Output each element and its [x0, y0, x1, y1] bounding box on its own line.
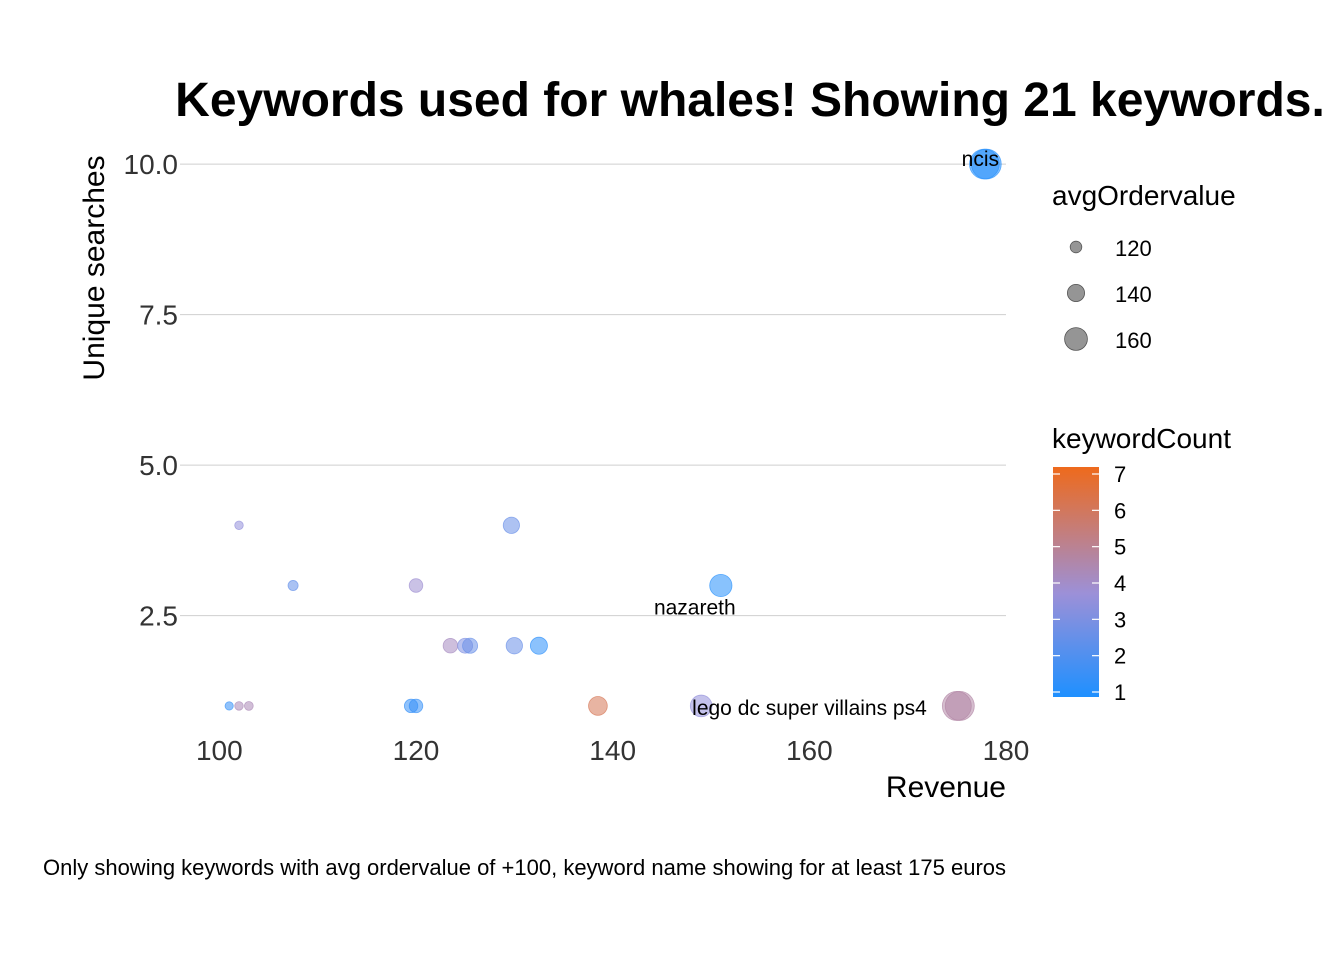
y-tick-label: 10.0 [124, 149, 179, 180]
scatter-point [588, 696, 608, 716]
point-label: nazareth [654, 597, 736, 620]
scatter-point [689, 694, 713, 718]
colorbar-label: 5 [1114, 535, 1126, 560]
scatter-point [408, 698, 424, 714]
size-legend-key [1067, 283, 1086, 302]
colorbar-label: 3 [1114, 607, 1126, 632]
scatter-point [502, 516, 520, 534]
color-legend-title: keywordCount [1052, 423, 1231, 454]
size-legend-title: avgOrdervalue [1052, 180, 1236, 211]
colorbar-label: 1 [1114, 680, 1126, 705]
scatter-point [234, 701, 244, 711]
colorbar-label: 2 [1114, 644, 1126, 669]
scatter-point [442, 638, 459, 654]
colorbar-label: 6 [1114, 498, 1126, 523]
chart-title: Keywords used for whales! Showing 21 key… [175, 74, 1325, 127]
point-label: lego dc super villains ps4 [692, 697, 927, 720]
size-legend-entries: 120 140 160 [1064, 236, 1152, 353]
scatter-point [969, 148, 1000, 180]
size-legend: avgOrdervalue 120 140 160 [1052, 180, 1236, 353]
x-tick-label: 140 [589, 735, 636, 766]
size-legend-key [1064, 327, 1088, 351]
point-label: ncis [962, 148, 999, 171]
x-axis-ticks: 100 120 140 160 180 [196, 735, 1029, 766]
scatter-point [462, 637, 479, 654]
size-legend-label: 140 [1115, 282, 1152, 307]
scatter-point [505, 637, 523, 655]
x-tick-label: 180 [983, 735, 1030, 766]
colorbar-label: 4 [1114, 571, 1126, 596]
scatter-point [944, 690, 975, 721]
y-axis-ticks: 2.5 5.0 7.5 10.0 [124, 149, 179, 632]
scatter-point [234, 520, 244, 530]
x-tick-label: 160 [786, 735, 833, 766]
point-labels: lego dc super villains ps4 nazareth ncis [654, 148, 999, 720]
y-tick-label: 7.5 [139, 300, 178, 331]
x-axis-title: Revenue [886, 771, 1006, 804]
color-legend: keywordCount 1 2 3 4 5 6 7 [1052, 423, 1231, 705]
x-tick-label: 120 [393, 735, 440, 766]
scatter-point [709, 573, 733, 598]
size-legend-label: 120 [1115, 236, 1152, 261]
colorbar-ticks: 1 2 3 4 5 6 7 [1053, 462, 1126, 705]
scatter-point [224, 701, 234, 711]
scatter-point [408, 578, 424, 593]
gridlines [180, 163, 1006, 617]
colorbar-label: 7 [1114, 462, 1126, 487]
y-tick-label: 5.0 [139, 450, 178, 481]
scatter-point [287, 580, 299, 591]
y-tick-label: 2.5 [139, 601, 178, 632]
chart-caption: Only showing keywords with avg ordervalu… [43, 855, 1006, 880]
size-legend-label: 160 [1115, 328, 1152, 353]
colorbar [1053, 467, 1099, 697]
x-tick-label: 100 [196, 735, 243, 766]
scatter-point [244, 701, 254, 711]
scatter-point [529, 636, 548, 655]
y-axis-title: Unique searches [78, 155, 111, 380]
data-points [224, 148, 1002, 721]
size-legend-key [1069, 240, 1083, 254]
